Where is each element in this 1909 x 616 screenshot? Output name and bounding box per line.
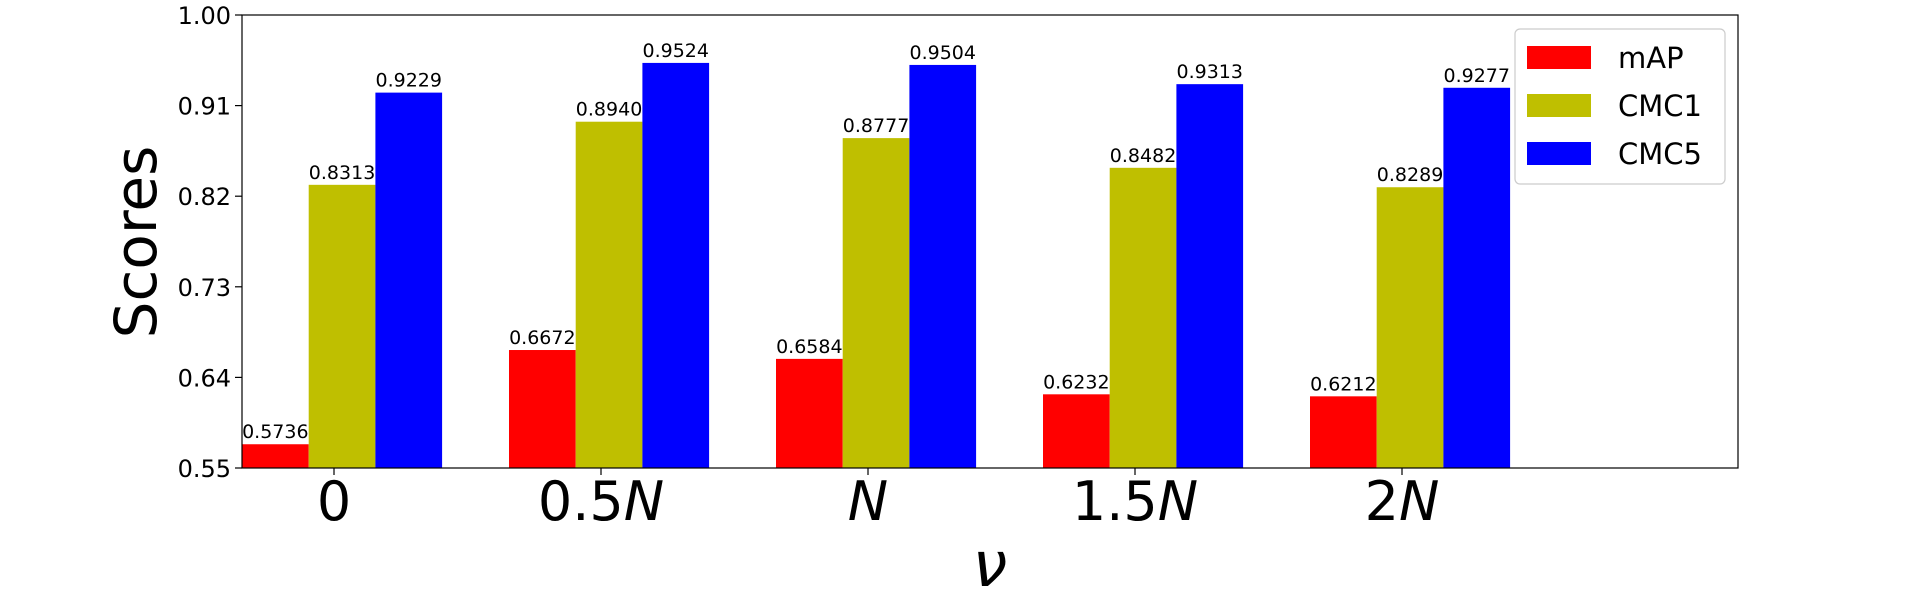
y-axis-title: Scores <box>102 146 170 339</box>
data-labels-layer: 0.5736 0.6672 0.6584 0.6232 0.6212 0.8313 0.89… <box>242 40 1510 443</box>
legend-label-cmc1: CMC1 <box>1618 89 1702 123</box>
bar-cmc1-1 <box>575 121 643 468</box>
legend: mAP CMC1 CMC5 <box>1514 28 1726 185</box>
legend-swatch-map <box>1527 46 1591 69</box>
data-label-cmc1-3: 0.8482 <box>1110 145 1176 167</box>
x-tick-label-4: 2N <box>1365 470 1440 533</box>
bar-cmc1-3 <box>1109 167 1177 468</box>
data-label-cmc5-2: 0.9504 <box>910 42 976 64</box>
x-tick-label-2: N <box>848 470 888 533</box>
data-label-map-3: 0.6232 <box>1043 371 1109 393</box>
legend-swatch-cmc5 <box>1527 142 1591 165</box>
bar-cmc5-4 <box>1443 87 1511 469</box>
x-axis: 0 0.5N N 1.5N 2N <box>317 468 1440 533</box>
y-tick-label: 0.64 <box>178 364 231 392</box>
bar-cmc5-0 <box>375 92 443 468</box>
data-label-map-4: 0.6212 <box>1310 373 1376 395</box>
bar-map-2 <box>776 358 843 468</box>
x-tick-label-3: 1.5N <box>1072 470 1198 533</box>
y-tick-label: 1.00 <box>178 2 231 30</box>
x-tick-label-1: 0.5N <box>538 470 664 533</box>
bar-cmc1-2 <box>842 138 910 468</box>
y-tick-label: 0.55 <box>178 455 231 483</box>
data-label-map-1: 0.6672 <box>509 327 575 349</box>
data-label-cmc5-0: 0.9229 <box>376 70 442 92</box>
y-axis: 0.55 0.64 0.73 0.82 0.91 1.00 <box>178 2 242 483</box>
data-label-cmc5-4: 0.9277 <box>1444 65 1510 87</box>
data-label-cmc5-3: 0.9313 <box>1177 61 1243 83</box>
bars-layer <box>242 62 1511 469</box>
data-label-cmc1-0: 0.8313 <box>309 162 375 184</box>
bar-map-1 <box>509 350 576 468</box>
legend-label-cmc5: CMC5 <box>1618 137 1702 171</box>
bar-cmc5-3 <box>1176 84 1244 469</box>
data-label-cmc1-2: 0.8777 <box>843 115 909 137</box>
data-label-map-2: 0.6584 <box>776 336 842 358</box>
data-label-map-0: 0.5736 <box>242 421 308 443</box>
y-tick-label: 0.91 <box>178 93 231 121</box>
y-tick-label: 0.73 <box>178 274 231 302</box>
legend-label-map: mAP <box>1618 41 1684 75</box>
bar-map-0 <box>242 444 309 468</box>
x-axis-title: ν <box>973 528 1008 601</box>
bar-cmc5-1 <box>642 62 710 469</box>
y-tick-label: 0.82 <box>178 183 231 211</box>
bar-map-3 <box>1043 394 1110 468</box>
bar-cmc1-4 <box>1376 187 1444 468</box>
data-label-cmc1-1: 0.8940 <box>576 99 642 121</box>
data-label-cmc1-4: 0.8289 <box>1377 164 1443 186</box>
plot-area-frame <box>241 14 1739 469</box>
legend-swatch-cmc1 <box>1527 94 1591 117</box>
bar-cmc1-0 <box>308 184 376 469</box>
data-label-cmc5-1: 0.9524 <box>643 40 709 62</box>
bar-map-4 <box>1310 396 1377 468</box>
x-tick-label-0: 0 <box>317 470 351 533</box>
bar-cmc5-2 <box>909 64 977 468</box>
